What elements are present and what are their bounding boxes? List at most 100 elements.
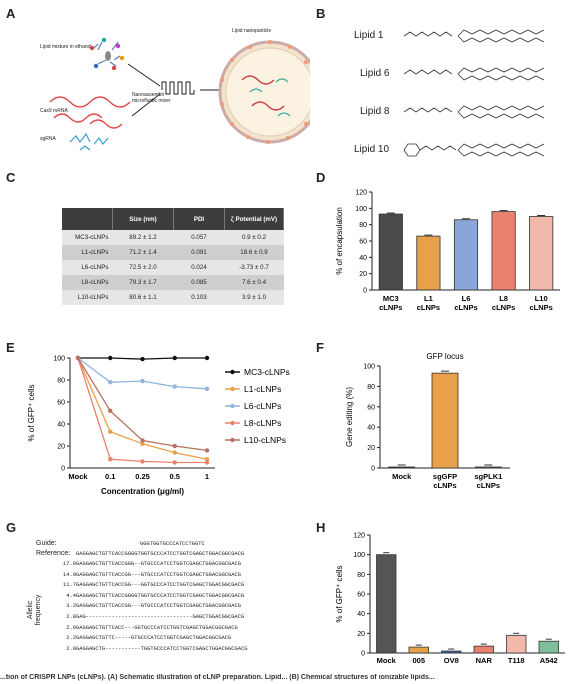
data-point	[172, 460, 177, 465]
data-point	[140, 356, 145, 362]
y-tick-label: 40	[57, 422, 65, 429]
panel-label-f: F	[316, 340, 324, 355]
flow-arrows-icon	[127, 63, 220, 117]
data-point	[140, 441, 145, 446]
data-point	[140, 459, 145, 464]
table-cell: L8-cLNPs	[62, 275, 113, 290]
legend-label: MC3-cLNPs	[244, 367, 290, 377]
x-tick-label: OV8	[444, 656, 459, 665]
table-cell: 3.9 ± 1.0	[224, 290, 284, 305]
table-row: L6-cLNPs 72.5 ± 2.0 0.024 -3.73 ± 0.7	[62, 260, 284, 275]
schematic-drawing	[49, 37, 310, 151]
allele-frequency: 2.6	[66, 624, 76, 631]
allele-sequence: GAGGAGCTGTTCACCGGG--GTGCCCATCCTGGTCGAGCT…	[76, 561, 241, 567]
allele-sequence: GAGGAGCTGTTC-----GTGCCCATCCTGGTCGAGCTGGA…	[76, 635, 232, 642]
bar	[474, 466, 502, 469]
y-tick-label: 40	[367, 425, 375, 432]
data-point	[204, 448, 210, 453]
x-tick-label: A542	[540, 656, 558, 665]
lipid-8-structure-icon	[403, 105, 545, 119]
table-cell: 0.9 ± 0.2	[224, 230, 284, 245]
legend-label: L10-cLNPs	[244, 435, 286, 445]
allele-frequency: 4.4	[66, 592, 76, 599]
allele-row: 2.0 GAGGAGCTG-----------TGGTGCCCATCCTGGTC…	[60, 646, 247, 657]
x-tick-label: L1	[424, 294, 433, 303]
table-cell: 89.2 ± 1.2	[112, 230, 174, 245]
x-tick-label: cLNPs	[433, 481, 456, 490]
y-tick-label: 60	[357, 592, 365, 599]
legend-marker	[230, 437, 235, 443]
y-tick-label: 80	[357, 572, 365, 579]
table-cell: 0.103	[173, 290, 225, 305]
x-tick-label: 0.1	[105, 472, 115, 481]
y-tick-label: 100	[53, 356, 65, 363]
table-cell: L10-cLNPs	[62, 290, 113, 305]
table-cell: 80.6 ± 1.1	[112, 290, 174, 305]
allele-row: 17.8 GAGGAGCTGTTCACCGGG--GTGCCCATCCTGGTCG…	[60, 561, 247, 572]
allele-frequency: 14.0	[63, 571, 76, 578]
bar	[378, 213, 403, 291]
legend-marker	[230, 403, 235, 409]
guide-sequence: GGGTGGTGCCCATCCTGGTC	[140, 541, 205, 547]
series-line	[77, 357, 207, 464]
data-point	[108, 429, 113, 434]
lipid-8-label: Lipid 8	[360, 106, 390, 117]
data-point	[172, 443, 177, 449]
lipid-nanoparticle-icon	[218, 40, 310, 144]
allele-sequence: GAGGAGCTGTTCACC---GGTGCCCATCCTGGTCGAGCTG…	[76, 624, 238, 631]
allele-frequency: 3.2	[66, 603, 76, 610]
y-tick-label: 20	[357, 631, 365, 638]
table-cell: 18.6 ± 0.9	[224, 245, 284, 260]
table-row: L1-cLNPs 71.2 ± 1.4 0.091 18.6 ± 0.9	[62, 245, 284, 260]
lipid-mixture-label: Lipid mixture in ethanol	[40, 44, 92, 50]
y-tick-label: 20	[367, 445, 375, 452]
x-tick-label: cLNPs	[492, 303, 515, 312]
panel-b-structures: Lipid 1 Lipid 6 Lipid 8 Lipid 10	[330, 20, 575, 165]
allele-sequence: GAG---------------------------------GAGC…	[76, 613, 245, 620]
cas9-mrna-label: Cas9 mRNA	[40, 108, 68, 114]
allele-row: 11.7 GAGGAGCTGTTCACCGG---GGTGCCCATCCTGGTC…	[60, 582, 247, 593]
data-point	[108, 408, 113, 413]
mixer-icon	[161, 81, 195, 95]
allele-frequency: 11.7	[63, 582, 76, 589]
data-point	[108, 380, 113, 385]
allele-sequence: GAGGAGCTGTTCACCGG---GTGCCCATCCTGGTCGAGCT…	[76, 603, 241, 610]
allele-frequency: 2.0	[66, 645, 76, 652]
y-tick-label: 0	[363, 288, 367, 295]
y-tick-label: 40	[357, 611, 365, 618]
legend-marker	[230, 369, 235, 375]
x-tick-label: sgGFP	[433, 472, 457, 481]
x-tick-label: cLNPs	[379, 303, 402, 312]
table-cell: L1-cLNPs	[62, 245, 113, 260]
y-tick-label: 20	[359, 271, 367, 278]
table-header-cell: Size (nm)	[112, 208, 174, 230]
lipid-10-structure-icon	[403, 143, 545, 157]
x-tick-label: 0.25	[135, 472, 150, 481]
lipid-6-label: Lipid 6	[360, 68, 390, 79]
bar	[473, 645, 494, 654]
y-tick-label: 0	[361, 651, 365, 658]
allele-sequence: GAGGAGCTGTTCACCGG---GGTGCCCATCCTGGTCGAGC…	[76, 582, 245, 589]
x-tick-label: cLNPs	[417, 303, 440, 312]
allele-row: 2.6 GAGGAGCTGTTCACC---GGTGCCCATCCTGGTCGAG…	[60, 625, 247, 636]
allele-row: 3.2 GAGGAGCTGTTCACCGG---GTGCCCATCCTGGTCGA…	[60, 603, 247, 614]
data-point	[108, 355, 113, 361]
table-cell: MC3-cLNPs	[62, 230, 113, 245]
x-tick-label: cLNPs	[477, 481, 500, 490]
legend-marker	[230, 420, 235, 426]
table-cell: 0.057	[173, 230, 225, 245]
figure-caption: ...tion of CRISPR LNPs (cLNPs). (A) Sche…	[0, 674, 435, 681]
sgrna-label: sgRNA	[40, 136, 56, 142]
allele-row: 4.4 GAGGAGCTGTTCACCGGGGTGGTGCCCATCCTGGTCG…	[60, 593, 247, 604]
guide-label: Guide:	[36, 540, 57, 547]
x-tick-label: 0.5	[170, 472, 180, 481]
table-row: L8-cLNPs 79.3 ± 1.7 0.085 7.6 ± 0.4	[62, 275, 284, 290]
data-point	[204, 386, 210, 391]
x-tick-label: L6	[462, 294, 471, 303]
bar	[538, 640, 559, 654]
y-axis-label: % of encapsulation	[335, 207, 344, 275]
bar	[431, 372, 459, 469]
data-point	[204, 457, 210, 462]
bar	[408, 646, 429, 654]
